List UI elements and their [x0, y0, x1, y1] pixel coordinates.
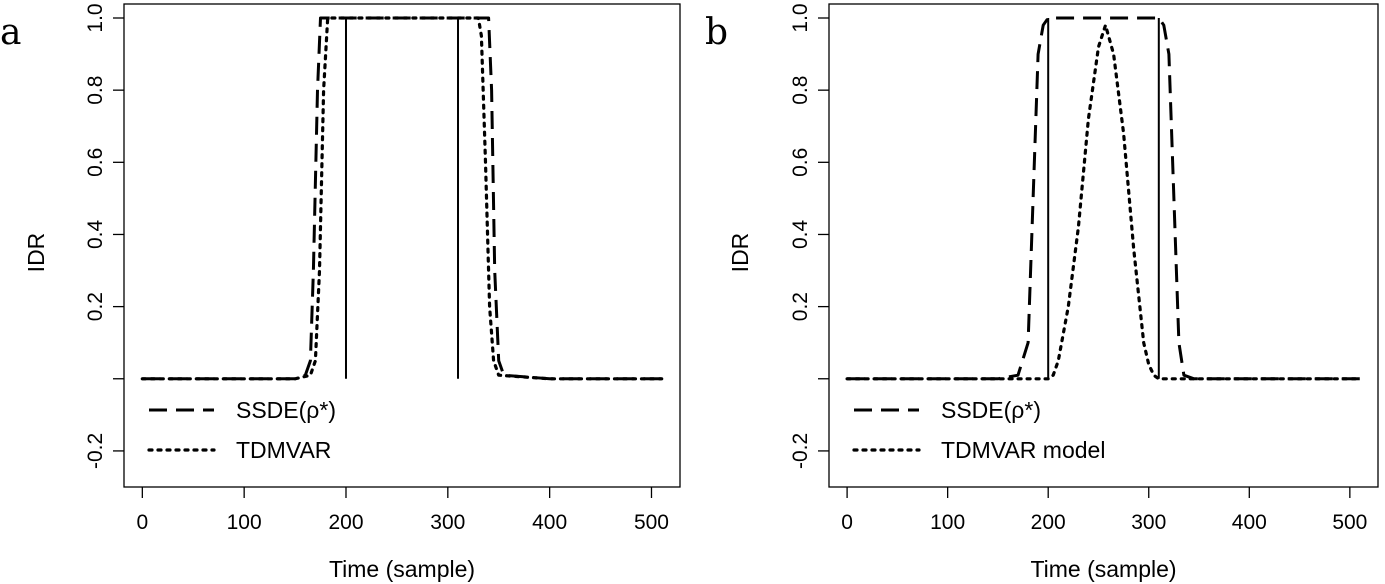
panel-letter: b: [705, 12, 728, 53]
x-tick-label: 100: [227, 511, 262, 534]
series-line-dashed: [142, 16, 662, 381]
y-tick-label: -0.2: [789, 433, 812, 469]
series-line-dotted: [140, 16, 664, 381]
x-tick-label: 500: [634, 511, 669, 534]
y-tick-label: 0.6: [84, 148, 107, 177]
x-tick-label: 500: [1332, 511, 1367, 534]
y-tick-label: 0.4: [789, 220, 812, 250]
y-tick-label: 0.2: [84, 292, 107, 321]
x-tick-label: 300: [430, 511, 465, 534]
y-tick-label: 0.8: [84, 76, 107, 105]
chart-panel-b: b 0 100 200 300 400 500 -0.2 0.2 0.4 0.6 0.8 1.0 Time…: [705, 3, 1379, 582]
x-tick-label: 200: [1031, 511, 1066, 534]
y-axis-label: IDR: [727, 233, 753, 273]
legend-label: TDMVAR: [236, 437, 331, 463]
x-tick-label: 400: [1232, 511, 1267, 534]
x-tick-label: 300: [1131, 511, 1166, 534]
x-tick-label: 100: [930, 511, 965, 534]
legend-label: SSDE(ρ*): [941, 397, 1041, 423]
plot-frame: [123, 3, 681, 488]
y-tick-label: 0.2: [789, 292, 812, 321]
series-line-dashed: [847, 16, 1360, 381]
y-tick-label: 0.8: [789, 76, 812, 105]
plot-frame: [828, 3, 1379, 488]
legend-label: SSDE(ρ*): [236, 397, 336, 423]
y-tick-label: 0.6: [789, 148, 812, 177]
legend-label: TDMVAR model: [941, 437, 1105, 463]
y-tick-label: 0.4: [84, 220, 107, 250]
y-tick-label: -0.2: [84, 433, 107, 469]
series-line-dotted: [845, 23, 1362, 381]
x-axis-label: Time (sample): [329, 556, 475, 582]
x-axis-label: Time (sample): [1030, 556, 1176, 582]
y-axis-label: IDR: [23, 233, 49, 273]
chart-panel-a: a 0 100 200 300 400 500 -0.2 0.2 0.4 0.6 0.8 1.0 Time…: [0, 3, 681, 582]
y-tick-label: 1.0: [84, 3, 107, 32]
x-tick-label: 0: [841, 511, 853, 534]
x-tick-label: 200: [328, 511, 363, 534]
x-tick-label: 400: [532, 511, 567, 534]
panel-letter: a: [0, 12, 21, 53]
x-tick-label: 0: [136, 511, 148, 534]
y-tick-label: 1.0: [789, 3, 812, 32]
